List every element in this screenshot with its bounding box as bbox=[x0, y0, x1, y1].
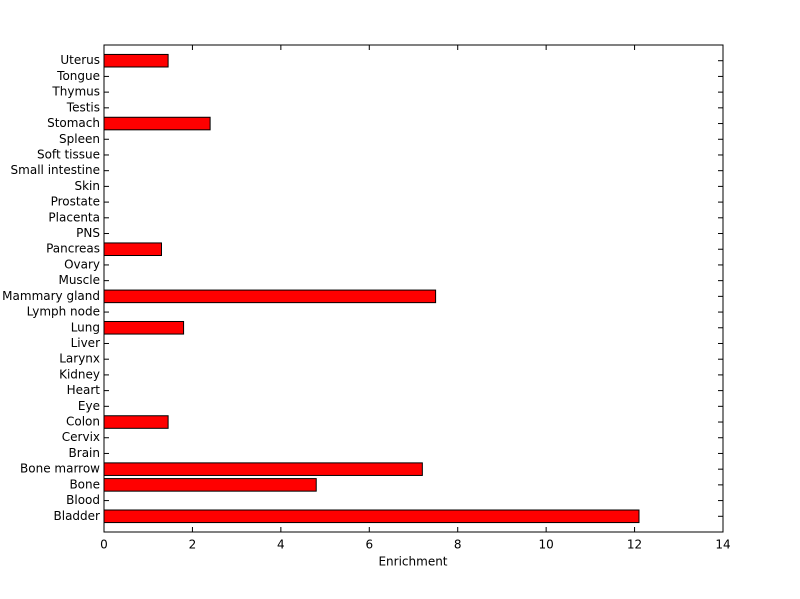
y-tick-label: Eye bbox=[78, 399, 100, 413]
y-tick-label: Bladder bbox=[54, 509, 101, 523]
bar bbox=[103, 462, 423, 476]
y-tick-label: Colon bbox=[66, 415, 100, 429]
y-tick-label: Stomach bbox=[47, 116, 100, 130]
bar bbox=[103, 116, 211, 131]
y-tick-label: Mammary gland bbox=[2, 289, 100, 303]
bar bbox=[103, 289, 437, 304]
x-tick-label: 2 bbox=[189, 538, 197, 552]
y-tick-label: Placenta bbox=[48, 210, 100, 224]
x-tick-label: 8 bbox=[454, 538, 462, 552]
bar bbox=[103, 320, 185, 335]
bar bbox=[103, 415, 169, 429]
y-tick-label: Soft tissue bbox=[37, 147, 100, 161]
y-tick-label: Ovary bbox=[64, 257, 100, 271]
bar bbox=[103, 478, 317, 492]
y-tick-label: Liver bbox=[71, 336, 101, 350]
plot-frame bbox=[103, 44, 724, 533]
y-tick-label: Prostate bbox=[51, 195, 100, 209]
y-tick-label: Kidney bbox=[59, 367, 100, 381]
y-tick-label: Heart bbox=[67, 383, 101, 397]
y-tick-label: Small intestine bbox=[11, 163, 100, 177]
bar bbox=[103, 242, 162, 257]
y-tick-label: PNS bbox=[76, 226, 100, 240]
y-tick-label: Blood bbox=[66, 493, 100, 507]
x-tick-label: 14 bbox=[715, 538, 730, 552]
y-tick-label: Larynx bbox=[59, 352, 100, 366]
x-tick-label: 6 bbox=[365, 538, 373, 552]
y-tick-label: Muscle bbox=[58, 273, 100, 287]
y-tick-label: Brain bbox=[69, 446, 100, 460]
y-tick-label: Cervix bbox=[62, 430, 100, 444]
y-tick-label: Tongue bbox=[56, 69, 100, 83]
y-tick-label: Skin bbox=[74, 179, 100, 193]
y-tick-label: Lymph node bbox=[27, 305, 100, 319]
y-tick-label: Bone marrow bbox=[20, 462, 100, 476]
x-tick-label: 10 bbox=[539, 538, 554, 552]
y-tick-label: Spleen bbox=[59, 132, 100, 146]
bar bbox=[103, 509, 640, 524]
y-tick-label: Lung bbox=[71, 320, 100, 334]
y-tick-label: Testis bbox=[66, 100, 100, 114]
y-tick-label: Bone bbox=[69, 477, 100, 491]
bar bbox=[103, 53, 169, 68]
y-tick-label: Pancreas bbox=[46, 242, 100, 256]
x-axis-label: Enrichment bbox=[378, 555, 447, 569]
x-tick-label: 4 bbox=[277, 538, 285, 552]
x-tick-label: 12 bbox=[627, 538, 642, 552]
y-tick-label: Uterus bbox=[60, 53, 100, 67]
y-tick-label: Thymus bbox=[51, 85, 100, 99]
x-tick-label: 0 bbox=[100, 538, 108, 552]
